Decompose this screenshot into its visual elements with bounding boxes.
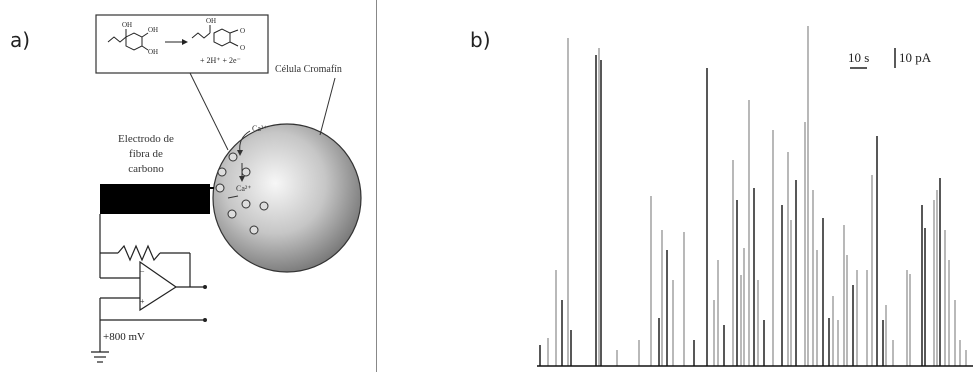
carbon-fiber-electrode xyxy=(100,184,210,214)
svg-text:O: O xyxy=(240,27,245,35)
reaction-products-text: + 2H⁺ + 2e⁻ xyxy=(200,56,241,65)
cell-label: Célula Cromafín xyxy=(275,64,342,75)
svg-text:OH: OH xyxy=(148,26,158,34)
catecholamine-structure xyxy=(107,29,149,51)
svg-text:fibra de: fibra de xyxy=(129,148,163,160)
svg-text:Electrodo de: Electrodo de xyxy=(118,133,174,145)
amperometric-spikes xyxy=(539,26,967,366)
ca-entry-label: Ca²⁺ xyxy=(252,124,268,133)
oxidation-reaction-box: OH OH OH OH O O + 2H⁺ + 2e⁻ xyxy=(95,14,269,74)
panel-divider xyxy=(376,0,377,372)
voltage-label: +800 mV xyxy=(103,331,145,343)
current-scale-label: 10 pA xyxy=(899,50,932,65)
svg-text:OH: OH xyxy=(148,48,158,56)
amperometric-trace xyxy=(537,26,973,367)
svg-text:+: + xyxy=(140,297,145,306)
svg-text:OH: OH xyxy=(206,17,216,25)
svg-text:carbono: carbono xyxy=(128,163,164,175)
chromaffin-cell xyxy=(212,123,362,273)
panel-b-label: b) xyxy=(470,28,491,52)
svg-text:O: O xyxy=(240,44,245,52)
time-scale-label: 10 s xyxy=(848,50,870,65)
amperometry-setup-diagram: OH OH OH OH O O + 2H⁺ + 2e⁻ Célula Croma… xyxy=(91,14,362,363)
electrode-label: Electrodo de fibra de carbono xyxy=(118,133,174,175)
panel-a-label: a) xyxy=(10,28,31,52)
ca-intracellular-label: Ca²⁺ xyxy=(236,184,252,193)
quinone-structure xyxy=(191,25,239,47)
vesicles xyxy=(215,152,269,235)
svg-text:−: − xyxy=(140,267,145,276)
amplifier-circuit xyxy=(91,214,205,363)
svg-text:OH: OH xyxy=(122,21,132,29)
